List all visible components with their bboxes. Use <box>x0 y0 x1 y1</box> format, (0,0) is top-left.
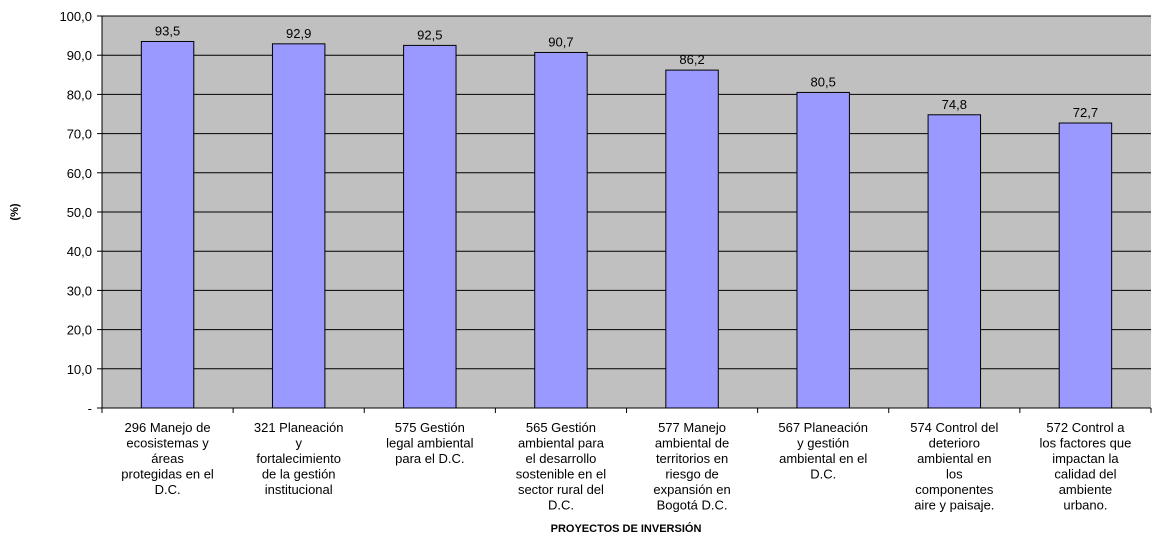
x-category-label: 575 Gestión legal ambiental para el D.C. <box>386 420 474 466</box>
x-category-label: 565 Gestión ambiental para el desarrollo so… <box>516 420 606 513</box>
bar <box>403 44 457 409</box>
x-category-label: 572 Control a los factores que impactan la… <box>1040 420 1132 513</box>
x-axis-category-labels: 296 Manejo de ecosistemas y áreas protegida… <box>121 420 1131 513</box>
x-category-label: 321 Planeación y fortalecimiento de la gest… <box>254 420 344 497</box>
y-tick-label: 20,0 <box>67 323 92 338</box>
y-tick-label: 40,0 <box>67 244 92 259</box>
y-tick-label: 60,0 <box>67 166 92 181</box>
bars <box>140 40 1113 409</box>
data-label: 86,2 <box>679 52 704 67</box>
x-axis-ticks <box>101 408 1152 413</box>
y-tick-label: 90,0 <box>67 48 92 63</box>
bar <box>665 69 719 409</box>
data-label: 90,7 <box>548 34 573 49</box>
y-tick-label: 10,0 <box>67 362 92 377</box>
x-category-label: 296 Manejo de ecosistemas y áreas protegida… <box>121 420 214 497</box>
y-axis-ticks: - 10,0 20,0 30,0 40,0 50,0 60,0 70,0 80,0 90,0 100… <box>59 9 102 416</box>
x-category-label: 577 Manejo ambiental de territorios en ries… <box>653 420 730 513</box>
data-label: 92,5 <box>417 27 442 42</box>
y-axis-title: (%) <box>9 203 21 220</box>
data-labels: 93,5 92,9 92,5 90,7 86,2 80,5 74,8 72,7 <box>155 23 1098 120</box>
data-label: 92,9 <box>286 26 311 41</box>
x-category-label: 567 Planeación y gestión ambiental en el D.… <box>778 420 868 482</box>
y-tick-label: 70,0 <box>67 127 92 142</box>
data-label: 93,5 <box>155 23 180 38</box>
y-tick-label: 100,0 <box>59 9 92 24</box>
bar <box>1058 122 1113 409</box>
bar <box>927 114 982 409</box>
x-axis-title: PROYECTOS DE INVERSIÓN <box>551 522 702 535</box>
bar <box>534 51 588 409</box>
data-label: 72,7 <box>1073 105 1098 120</box>
data-label: 74,8 <box>942 97 967 112</box>
y-tick-label: 50,0 <box>67 205 92 220</box>
x-category-label: 574 Control del deterioro ambiental en los c… <box>910 420 998 513</box>
bar <box>271 43 326 409</box>
y-tick-label: 30,0 <box>67 283 92 298</box>
y-tick-label: - <box>88 401 92 416</box>
bar <box>140 40 195 409</box>
bar <box>796 91 850 409</box>
data-label: 80,5 <box>811 74 836 89</box>
y-tick-label: 80,0 <box>67 87 92 102</box>
